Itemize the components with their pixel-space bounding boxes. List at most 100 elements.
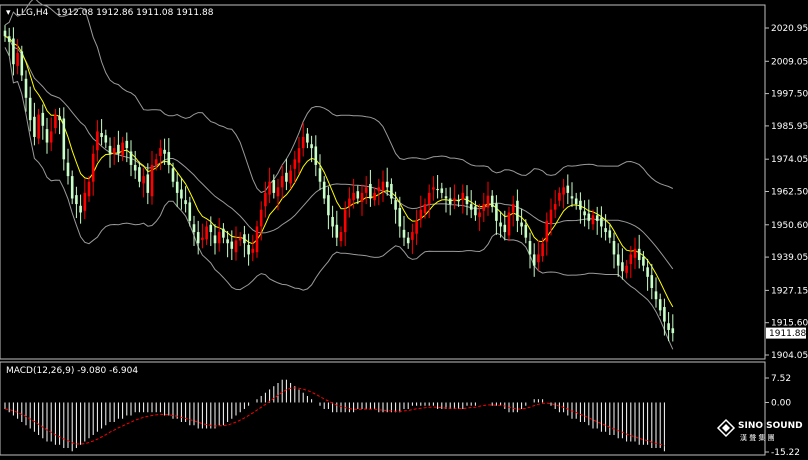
- price-tick-label: 1962.50: [771, 188, 808, 198]
- candle-body: [423, 204, 427, 214]
- candle-body: [348, 198, 351, 207]
- candle-body: [331, 216, 334, 227]
- brand-subtitle: 漢 聲 集 團: [740, 433, 775, 442]
- candle-body: [243, 234, 246, 244]
- candle-body: [524, 224, 528, 238]
- candle-body: [436, 188, 439, 191]
- candle-body: [306, 133, 309, 143]
- candle-body: [314, 146, 318, 165]
- candle-body: [171, 168, 175, 182]
- macd-tick-label: 0.00: [771, 398, 791, 408]
- candle-body: [75, 195, 78, 205]
- candle-body: [406, 237, 410, 244]
- candle-body: [213, 235, 217, 244]
- candle-body: [671, 328, 675, 334]
- current-price-marker: 1911.88: [766, 327, 806, 339]
- candle-body: [339, 232, 343, 242]
- candle-body: [461, 192, 465, 200]
- candle-body: [247, 244, 250, 255]
- lower-band: [4, 47, 674, 350]
- candle-body: [482, 204, 486, 211]
- candle-body: [16, 53, 19, 66]
- candle-body: [507, 212, 511, 236]
- macd-axis: 7.52 0.00 -15.22: [765, 374, 800, 458]
- candle-body: [608, 230, 612, 238]
- candle-body: [100, 133, 103, 137]
- main-header-arrow: ▾: [6, 8, 11, 18]
- candle-body: [621, 262, 624, 272]
- candle-body: [272, 180, 276, 193]
- candle-body: [465, 196, 469, 205]
- candle-body: [667, 323, 670, 330]
- candle-body: [255, 226, 259, 253]
- candle-body: [117, 144, 120, 154]
- middle-band: [4, 35, 674, 270]
- macd-histogram: [4, 379, 665, 452]
- candle-body: [448, 198, 452, 205]
- candle-body: [159, 148, 162, 156]
- candle-body: [549, 209, 553, 225]
- candle-body: [478, 212, 481, 217]
- candle-body: [642, 256, 645, 266]
- candle-body: [276, 187, 280, 197]
- candle-body: [301, 136, 305, 149]
- candle-body: [41, 112, 45, 126]
- macd-panel-frame: [0, 361, 766, 456]
- candle-body: [104, 135, 108, 143]
- candle-body: [415, 220, 418, 234]
- main-panel-frame: [0, 4, 766, 360]
- candle-body: [419, 209, 423, 220]
- price-tick-label: 1927.15: [771, 286, 808, 296]
- candle-body: [579, 200, 582, 210]
- candle-body: [154, 159, 158, 165]
- candle-body: [604, 228, 607, 233]
- macd-header: MACD(12,26,9) -9.080 -6.904: [6, 366, 138, 376]
- candle-body: [251, 248, 255, 253]
- candle-body: [264, 192, 267, 207]
- candle-body: [373, 192, 376, 201]
- candle-body: [650, 275, 654, 289]
- candle-body: [394, 200, 397, 210]
- candle-body: [20, 51, 24, 76]
- candle-body: [381, 181, 385, 191]
- candle-body: [398, 208, 402, 227]
- candle-body: [322, 181, 326, 199]
- candle-body: [289, 170, 292, 184]
- candle-body: [192, 224, 196, 233]
- candle-body: [377, 187, 381, 192]
- candle-body: [444, 196, 448, 199]
- candle-body: [327, 195, 330, 216]
- candle-body: [79, 205, 82, 213]
- candle-body: [285, 172, 288, 182]
- candle-body: [574, 198, 578, 205]
- candle-body: [474, 206, 477, 216]
- candle-body: [532, 254, 536, 266]
- candle-body: [70, 176, 74, 199]
- candle-body: [385, 181, 389, 188]
- candle-body: [612, 241, 616, 255]
- candle-body: [138, 167, 141, 182]
- candle-body: [583, 211, 586, 216]
- candle-body: [516, 200, 519, 221]
- candle-body: [234, 240, 238, 253]
- candle-body: [66, 162, 70, 177]
- candle-body: [24, 78, 28, 98]
- candlestick-series: [3, 25, 675, 342]
- candle-body: [495, 203, 498, 221]
- candle-body: [222, 228, 225, 238]
- candle-body: [440, 188, 444, 193]
- price-tick-label: 2009.05: [771, 57, 808, 67]
- candle-body: [570, 196, 574, 199]
- candle-body: [54, 114, 57, 129]
- candle-body: [3, 30, 7, 37]
- candle-body: [587, 213, 591, 221]
- candle-body: [402, 229, 406, 238]
- candle-body: [310, 144, 313, 149]
- macd-tick-label: -15.22: [771, 448, 800, 458]
- candle-body: [566, 185, 570, 193]
- candle-body: [432, 187, 435, 190]
- candle-body: [7, 36, 11, 42]
- candle-body: [658, 299, 662, 311]
- candle-body: [293, 159, 297, 169]
- price-tick-label: 1974.05: [771, 155, 808, 165]
